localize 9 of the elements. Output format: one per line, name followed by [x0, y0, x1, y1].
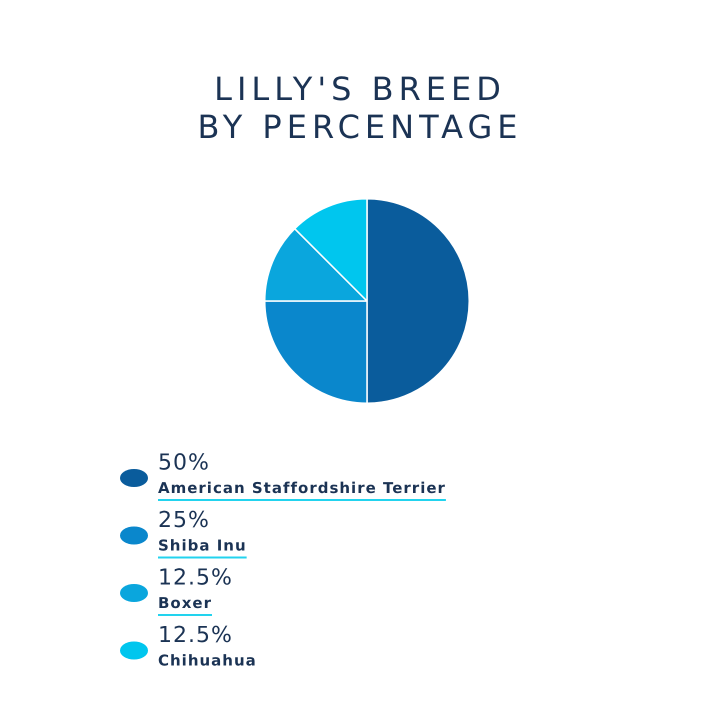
data-label: 12.5% [158, 566, 233, 591]
legend-label: Shiba Inu [158, 536, 247, 554]
data-label: 12.5% [158, 623, 233, 648]
legend-label: Chihuahua [158, 651, 257, 670]
chart-title: LILLY'S BREED BY PERCENTAGE [196, 70, 524, 146]
data-label: 25% [158, 508, 210, 534]
data-label: 50% [158, 450, 210, 476]
legend-label: Boxer [158, 594, 212, 612]
legend-label: American Staffordshire Terrier [158, 478, 446, 497]
